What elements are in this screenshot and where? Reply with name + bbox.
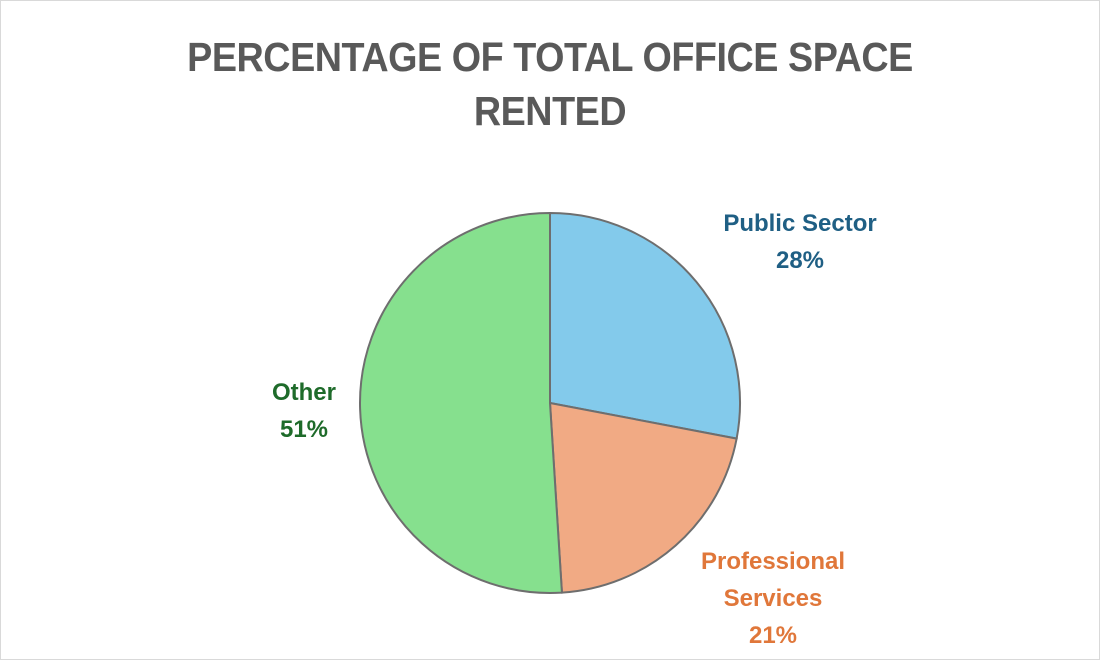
label-value: 51% <box>279 416 329 443</box>
chart-title: PERCENTAGE OF TOTAL OFFICE SPACE RENTED <box>44 30 1056 138</box>
data-label-other: Other 51% <box>244 374 364 448</box>
data-label-professional-services: Professional Services 21% <box>673 543 873 654</box>
label-name-line-2: Services <box>723 585 823 612</box>
pie-slice-public-sector <box>549 211 741 440</box>
label-name-line-1: Professional <box>700 548 846 575</box>
label-value: 21% <box>748 622 798 649</box>
pie-slices <box>359 211 741 594</box>
chart-title-line-2: RENTED <box>473 88 627 134</box>
label-name: Other <box>271 379 336 406</box>
pie-slice-other <box>359 211 563 594</box>
data-label-public-sector: Public Sector 28% <box>700 205 900 279</box>
pie-slice-professional-services <box>548 401 738 594</box>
label-value: 28% <box>775 247 825 274</box>
chart-title-line-1: PERCENTAGE OF TOTAL OFFICE SPACE <box>187 34 913 80</box>
label-name: Public Sector <box>723 210 877 237</box>
